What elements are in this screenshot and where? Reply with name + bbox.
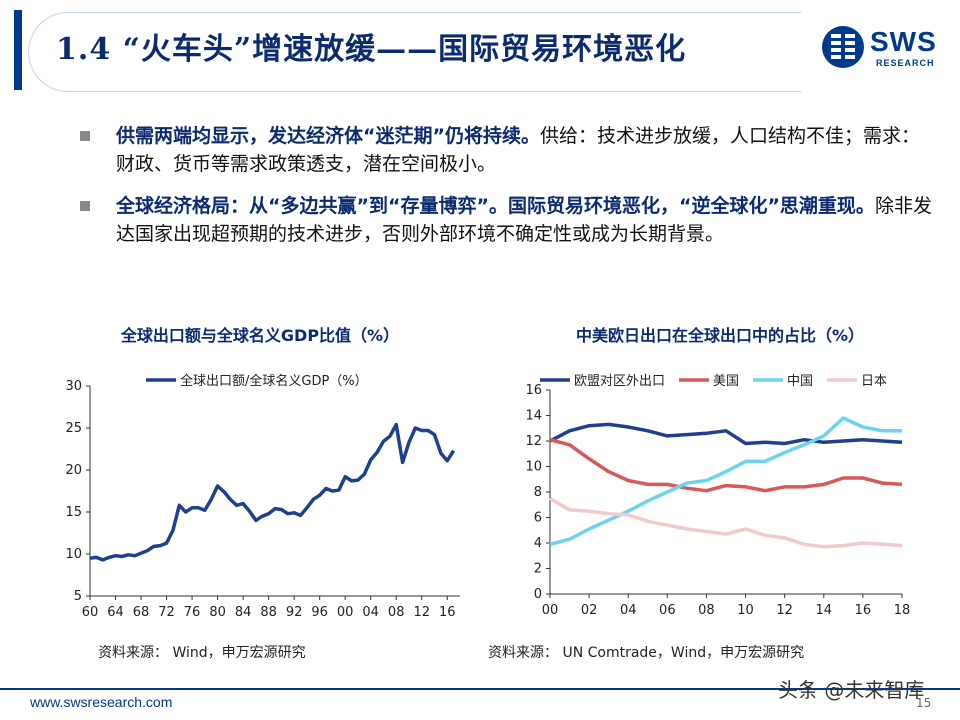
title-accent-bar bbox=[14, 10, 22, 90]
sws-logo: SWS RESEARCH bbox=[820, 24, 940, 72]
page-number: 15 bbox=[916, 696, 932, 710]
x-tick-label: 96 bbox=[311, 605, 328, 620]
x-tick-label: 12 bbox=[776, 603, 793, 618]
y-tick-label: 0 bbox=[534, 587, 542, 602]
x-tick-label: 02 bbox=[581, 603, 598, 618]
legend-label-0: 全球出口额/全球名义GDP（%） bbox=[180, 373, 368, 389]
x-tick-label: 04 bbox=[620, 603, 637, 618]
y-tick-label: 2 bbox=[534, 562, 542, 577]
legend-label-1: 美国 bbox=[713, 374, 739, 389]
x-tick-label: 10 bbox=[737, 603, 754, 618]
chart1-export-gdp-ratio: 5 10 15 20 25 30 60 64 68 72 76 80 84 88 92 96 00 04 08 12 1… bbox=[65, 373, 460, 620]
bullet-item: 全球经济格局：从“多边共赢”到“存量博弈”。国际贸易环境恶化，“逆全球化”思潮重… bbox=[78, 192, 938, 248]
square-bullet-icon bbox=[80, 131, 90, 141]
y-tick-label: 20 bbox=[65, 463, 82, 478]
x-tick-label: 16 bbox=[439, 605, 456, 620]
y-tick-label: 4 bbox=[534, 536, 542, 551]
watermark: 头条 @未来智库 bbox=[778, 678, 925, 702]
y-tick-label: 5 bbox=[74, 589, 82, 604]
x-tick-label: 76 bbox=[184, 605, 201, 620]
bullet-bold-text: 供需两端均显示，发达经济体“迷茫期”仍将持续。 bbox=[116, 125, 540, 147]
footer-url: www.swsresearch.com bbox=[30, 694, 173, 710]
series-line-1 bbox=[549, 438, 903, 493]
bullet-bold-text: 全球经济格局：从“多边共赢”到“存量博弈”。国际贸易环境恶化，“逆全球化”思潮重… bbox=[116, 195, 875, 217]
x-tick-label: 04 bbox=[362, 605, 379, 620]
chart2-title: 中美欧日出口在全球出口中的占比（%） bbox=[575, 326, 865, 345]
bullet-list: 供需两端均显示，发达经济体“迷茫期”仍将持续。供给：技术进步放缓，人口结构不佳；… bbox=[78, 122, 938, 262]
chart2-source: 资料来源： UN Comtrade，Wind，申万宏源研究 bbox=[488, 645, 805, 661]
y-tick-label: 6 bbox=[534, 511, 542, 526]
x-tick-label: 92 bbox=[286, 605, 303, 620]
chart1-source: 资料来源： Wind，申万宏源研究 bbox=[98, 645, 306, 661]
x-tick-label: 06 bbox=[659, 603, 676, 618]
y-tick-label: 12 bbox=[525, 434, 542, 449]
series-line-0 bbox=[89, 422, 456, 562]
y-tick-label: 30 bbox=[65, 379, 82, 394]
bullet-item: 供需两端均显示，发达经济体“迷茫期”仍将持续。供给：技术进步放缓，人口结构不佳；… bbox=[78, 122, 938, 178]
y-tick-label: 25 bbox=[65, 421, 82, 436]
x-tick-label: 00 bbox=[542, 603, 559, 618]
y-tick-label: 10 bbox=[525, 460, 542, 475]
footer-line bbox=[0, 688, 960, 690]
chart1-title: 全球出口额与全球名义GDP比值（%） bbox=[120, 326, 400, 345]
page-title: 1.4 “火车头”增速放缓——国际贸易环境恶化 bbox=[56, 32, 687, 67]
x-tick-label: 12 bbox=[413, 605, 430, 620]
x-tick-label: 08 bbox=[388, 605, 405, 620]
legend-label-3: 日本 bbox=[861, 374, 887, 389]
x-tick-label: 60 bbox=[82, 605, 99, 620]
sws-logo-icon bbox=[822, 26, 864, 68]
y-tick-label: 8 bbox=[534, 485, 542, 500]
series-line-0 bbox=[549, 422, 903, 446]
x-tick-label: 88 bbox=[260, 605, 277, 620]
logo-text: SWS bbox=[870, 26, 937, 57]
x-tick-label: 18 bbox=[894, 603, 911, 618]
title-box bbox=[28, 12, 801, 92]
x-tick-label: 68 bbox=[133, 605, 150, 620]
y-tick-label: 14 bbox=[525, 409, 542, 424]
x-tick-label: 64 bbox=[107, 605, 124, 620]
y-tick-label: 10 bbox=[65, 547, 82, 562]
bullet-text: 除非发达国家出现超预期的技术进步，否则外部环境不确定性或成为长期背景。 bbox=[116, 195, 932, 245]
series-line-2 bbox=[549, 416, 902, 546]
x-tick-label: 14 bbox=[816, 603, 833, 618]
series-line-3 bbox=[549, 496, 903, 549]
square-bullet-icon bbox=[80, 201, 90, 211]
y-tick-label: 16 bbox=[525, 383, 542, 398]
title-bar: 1.4 “火车头”增速放缓——国际贸易环境恶化 SWS RESEARCH bbox=[0, 0, 960, 100]
legend-label-2: 中国 bbox=[787, 374, 813, 389]
x-tick-label: 72 bbox=[158, 605, 175, 620]
logo-subtext: RESEARCH bbox=[876, 58, 935, 68]
x-tick-label: 16 bbox=[855, 603, 872, 618]
bullet-text: 供给：技术进步放缓，人口结构不佳；需求：财政、货币等需求政策透支，潜在空间极小。 bbox=[116, 125, 920, 175]
y-tick-label: 15 bbox=[65, 505, 82, 520]
legend-label-0: 欧盟对区外出口 bbox=[574, 374, 665, 389]
x-tick-label: 08 bbox=[698, 603, 715, 618]
x-tick-label: 84 bbox=[235, 605, 252, 620]
x-tick-label: 80 bbox=[209, 605, 226, 620]
x-tick-label: 00 bbox=[337, 605, 354, 620]
